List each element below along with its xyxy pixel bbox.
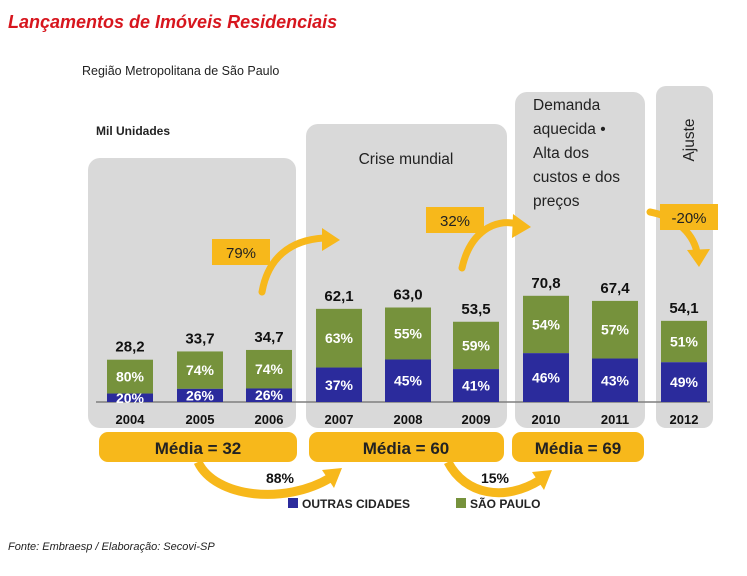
data-label-outras: 26% — [255, 387, 284, 403]
chart-subtitle: Região Metropolitana de São Paulo — [82, 64, 280, 78]
data-label-outras: 26% — [186, 387, 215, 403]
data-label-outras: 43% — [601, 372, 630, 388]
bar-outras-cidades — [385, 359, 431, 402]
bar-sao-paulo — [246, 349, 292, 389]
panel-label: Demanda — [533, 97, 601, 114]
average-box — [309, 432, 504, 462]
data-label-total: 70,8 — [531, 275, 560, 292]
data-label-sao-paulo: 59% — [462, 337, 491, 353]
page-title: Lançamentos de Imóveis Residenciais — [8, 12, 338, 32]
bar-outras-cidades — [107, 393, 153, 402]
average-growth-label: 15% — [481, 470, 510, 486]
arrow-head — [687, 249, 710, 267]
x-tick-label: 2007 — [325, 412, 354, 427]
data-label-total: 33,7 — [185, 330, 214, 347]
bar-sao-paulo — [177, 351, 223, 389]
growth-box — [660, 204, 718, 230]
data-label-sao-paulo: 51% — [670, 334, 699, 350]
growth-label: -20% — [671, 210, 706, 227]
average-box — [99, 432, 297, 462]
growth-box — [212, 239, 270, 265]
x-tick-label: 2010 — [532, 412, 561, 427]
legend-swatch-sao-paulo — [456, 498, 466, 508]
legend-label: OUTRAS CIDADES — [302, 497, 410, 511]
average-label: Média = 69 — [535, 439, 621, 458]
data-label-outras: 20% — [116, 390, 145, 406]
data-label-outras: 37% — [325, 377, 354, 393]
panel-label: preços — [533, 193, 580, 210]
growth-arrow — [258, 234, 328, 296]
data-label-outras: 45% — [394, 373, 423, 389]
bar-sao-paulo — [453, 321, 499, 370]
arrow-head — [322, 228, 340, 251]
legend-label: SÃO PAULO — [470, 496, 540, 511]
bar-outras-cidades — [246, 388, 292, 402]
bar-sao-paulo — [107, 359, 153, 394]
bar-outras-cidades — [661, 362, 707, 402]
data-label-outras: 49% — [670, 374, 699, 390]
average-growth-arrow — [193, 459, 333, 499]
arrow-head — [532, 470, 552, 490]
x-tick-label: 2012 — [670, 412, 699, 427]
data-label-sao-paulo: 57% — [601, 322, 630, 338]
data-label-outras: 41% — [462, 378, 491, 394]
x-tick-label: 2009 — [462, 412, 491, 427]
growth-box — [426, 207, 484, 233]
data-label-sao-paulo: 80% — [116, 369, 145, 385]
bar-sao-paulo — [523, 295, 569, 354]
bar-outras-cidades — [177, 388, 223, 402]
panel-label: Alta dos — [533, 145, 589, 162]
bar-sao-paulo — [316, 308, 362, 368]
panel-label: Ajuste — [681, 118, 698, 161]
bar-sao-paulo — [661, 320, 707, 363]
data-label-total: 53,5 — [461, 301, 490, 318]
data-label-total: 67,4 — [600, 280, 630, 297]
data-label-sao-paulo: 74% — [255, 361, 284, 377]
data-label-total: 54,1 — [669, 300, 698, 317]
data-label-outras: 46% — [532, 370, 561, 386]
arrow-head — [322, 468, 342, 488]
average-label: Média = 60 — [363, 439, 449, 458]
panel-label: custos e dos — [533, 169, 620, 186]
average-growth-label: 88% — [266, 470, 295, 486]
legend-swatch-outras — [288, 498, 298, 508]
growth-arrow — [458, 219, 521, 272]
x-tick-label: 2011 — [601, 412, 629, 427]
data-label-total: 28,2 — [115, 339, 144, 356]
x-tick-label: 2008 — [394, 412, 423, 427]
panel-label: Crise mundial — [359, 151, 454, 168]
source-note: Fonte: Embraesp / Elaboração: Secovi-SP — [8, 541, 215, 553]
average-growth-arrow — [444, 459, 543, 498]
bar-outras-cidades — [453, 369, 499, 402]
data-label-sao-paulo: 55% — [394, 325, 423, 341]
data-label-total: 34,7 — [254, 329, 283, 346]
growth-label: 32% — [440, 213, 470, 230]
bar-outras-cidades — [523, 353, 569, 402]
bar-outras-cidades — [316, 367, 362, 402]
arrow-head — [512, 214, 531, 238]
average-label: Média = 32 — [155, 439, 241, 458]
bar-outras-cidades — [592, 358, 638, 402]
x-tick-label: 2006 — [255, 412, 284, 427]
unit-label: Mil Unidades — [96, 124, 170, 138]
x-tick-label: 2004 — [116, 412, 146, 427]
growth-label: 79% — [226, 245, 256, 262]
panel-label: aquecida • — [533, 121, 606, 138]
average-box — [512, 432, 644, 462]
data-label-sao-paulo: 63% — [325, 330, 354, 346]
x-tick-label: 2005 — [186, 412, 215, 427]
bar-sao-paulo — [385, 307, 431, 360]
data-label-sao-paulo: 54% — [532, 316, 561, 332]
data-label-total: 63,0 — [393, 287, 422, 304]
data-label-sao-paulo: 74% — [186, 362, 215, 378]
bar-sao-paulo — [592, 300, 638, 359]
data-label-total: 62,1 — [324, 288, 353, 305]
